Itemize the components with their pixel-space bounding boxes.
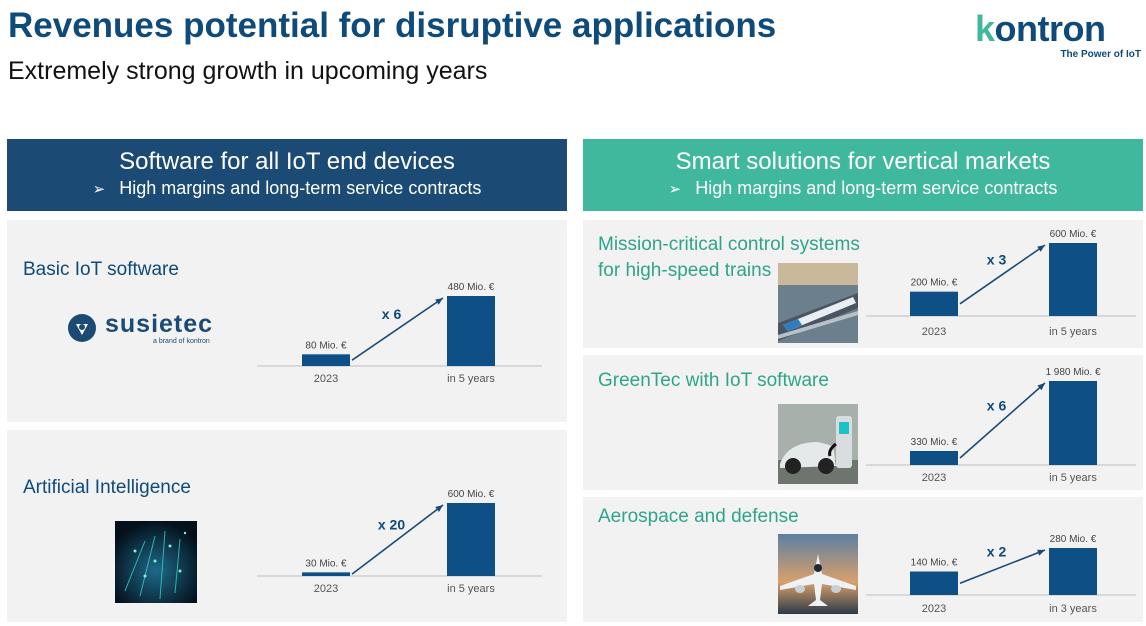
data-label-1: 480 Mio. € <box>448 282 495 293</box>
category-label-0: 2023 <box>314 583 338 595</box>
growth-arrow-head <box>435 298 443 305</box>
bar-chart-svg: 80 Mio. € 2023 480 Mio. € in 5 years x 6 <box>257 282 542 385</box>
category-label-0: 2023 <box>314 373 338 385</box>
panel-ai: Artificial Intelligence 30 Mio. € 2023 600… <box>7 430 567 622</box>
ai-network-image <box>115 521 197 603</box>
growth-arrow-head <box>435 505 443 512</box>
bar-1 <box>1049 243 1097 316</box>
growth-multiplier: x 3 <box>987 251 1007 267</box>
growth-arrow-head <box>1037 245 1045 252</box>
bar-chart-svg: 140 Mio. € 2023 280 Mio. € in 3 years x 2 <box>866 534 1136 615</box>
panel-label-greentec: GreenTec with IoT software <box>598 370 829 391</box>
category-label-1: in 5 years <box>1049 326 1097 338</box>
panel-label-ai: Artificial Intelligence <box>23 477 191 498</box>
data-label-0: 80 Mio. € <box>305 340 347 351</box>
panel-label-basic-iot: Basic IoT software <box>23 259 179 280</box>
bar-chart-svg: 30 Mio. € 2023 600 Mio. € in 5 years x 20 <box>257 489 542 595</box>
ev-charging-image <box>778 404 858 484</box>
bar-0 <box>910 451 958 465</box>
logo-tagline: The Power of IoT <box>1060 49 1141 60</box>
chart-basic-iot: 80 Mio. € 2023 480 Mio. € in 5 years x 6 <box>257 270 547 400</box>
panel-trains: Mission-critical control systems for hig… <box>583 220 1143 348</box>
high-speed-train-image <box>778 263 858 343</box>
data-label-1: 280 Mio. € <box>1050 534 1097 545</box>
growth-multiplier: x 20 <box>378 517 405 533</box>
bar-1 <box>1049 548 1097 595</box>
data-label-1: 1 980 Mio. € <box>1045 367 1100 378</box>
bar-1 <box>447 503 495 576</box>
category-label-1: in 3 years <box>1049 603 1097 615</box>
panel-label-trains-line1: Mission-critical control systems <box>598 234 860 255</box>
susietec-mark-icon <box>68 314 96 342</box>
panel-greentec: GreenTec with IoT software 330 Mio. € 202… <box>583 355 1143 490</box>
logo-k-letter: k <box>975 8 995 49</box>
category-label-1: in 5 years <box>447 373 495 385</box>
growth-multiplier: x 6 <box>382 306 402 322</box>
panel-label-trains-line2: for high-speed trains <box>598 260 772 281</box>
data-label-0: 200 Mio. € <box>911 278 958 289</box>
bar-1 <box>1049 381 1097 465</box>
arrow-bullet-icon: ➢ <box>92 181 106 198</box>
data-label-1: 600 Mio. € <box>1050 229 1097 240</box>
data-label-0: 140 Mio. € <box>911 558 958 569</box>
bar-chart-svg: 200 Mio. € 2023 600 Mio. € in 5 years x 3 <box>866 229 1136 338</box>
susietec-logo: susietec a brand of kontron <box>67 310 237 350</box>
page-subtitle: Extremely strong growth in upcoming year… <box>8 57 488 85</box>
chart-trains: 200 Mio. € 2023 600 Mio. € in 5 years x 3 <box>866 224 1136 346</box>
growth-arrow-line <box>351 297 444 361</box>
growth-arrow-line <box>959 382 1046 459</box>
growth-arrow-line <box>351 504 444 575</box>
panel-aero: Aerospace and defense 140 Mio. € 2023 280 … <box>583 497 1143 622</box>
growth-arrow-line <box>959 244 1046 305</box>
left-header-bullet: High margins and long-term service contr… <box>119 178 482 198</box>
arrow-bullet-icon: ➢ <box>668 181 682 198</box>
bar-0 <box>910 571 958 595</box>
growth-arrow-head <box>1037 549 1045 556</box>
category-label-0: 2023 <box>922 603 946 615</box>
bar-1 <box>447 296 495 366</box>
bar-0 <box>910 291 958 316</box>
page-title: Revenues potential for disruptive applic… <box>8 6 777 45</box>
susietec-byline: a brand of kontron <box>153 338 210 345</box>
chart-aero: 140 Mio. € 2023 280 Mio. € in 3 years x 2 <box>866 499 1136 621</box>
left-section-header: Software for all IoT end devices ➢ High m… <box>7 139 567 211</box>
category-label-1: in 5 years <box>447 583 495 595</box>
airplane-image <box>778 534 858 614</box>
category-label-1: in 5 years <box>1049 472 1097 484</box>
growth-arrow-head <box>1037 383 1045 391</box>
data-label-0: 330 Mio. € <box>911 437 958 448</box>
bar-0 <box>302 354 350 366</box>
panel-label-aero: Aerospace and defense <box>598 506 799 527</box>
data-label-0: 30 Mio. € <box>305 558 347 569</box>
growth-arrow-line <box>959 549 1046 584</box>
growth-multiplier: x 6 <box>987 398 1007 414</box>
right-header-title: Smart solutions for vertical markets <box>675 148 1051 175</box>
right-header-bullet: High margins and long-term service contr… <box>695 178 1058 198</box>
growth-multiplier: x 2 <box>987 544 1007 560</box>
panel-label-trains: Mission-critical control systems for hig… <box>598 232 860 284</box>
panel-basic-iot: Basic IoT software susietec a brand of k… <box>7 220 567 422</box>
bar-0 <box>302 572 350 576</box>
susietec-wordmark: susietec <box>105 310 214 338</box>
chart-ai: 30 Mio. € 2023 600 Mio. € in 5 years x 20 <box>257 480 547 610</box>
right-section-header: Smart solutions for vertical markets ➢ Hi… <box>583 139 1143 211</box>
chart-greentec: 330 Mio. € 2023 1 980 Mio. € in 5 years x 6 <box>866 359 1136 489</box>
kontron-logo: kontron The Power of IoT <box>975 8 1145 64</box>
category-label-0: 2023 <box>922 326 946 338</box>
logo-wordmark: kontron <box>975 8 1106 49</box>
data-label-1: 600 Mio. € <box>448 489 495 500</box>
category-label-0: 2023 <box>922 472 946 484</box>
left-header-title: Software for all IoT end devices <box>119 148 455 175</box>
bar-chart-svg: 330 Mio. € 2023 1 980 Mio. € in 5 years x 6 <box>866 367 1136 484</box>
